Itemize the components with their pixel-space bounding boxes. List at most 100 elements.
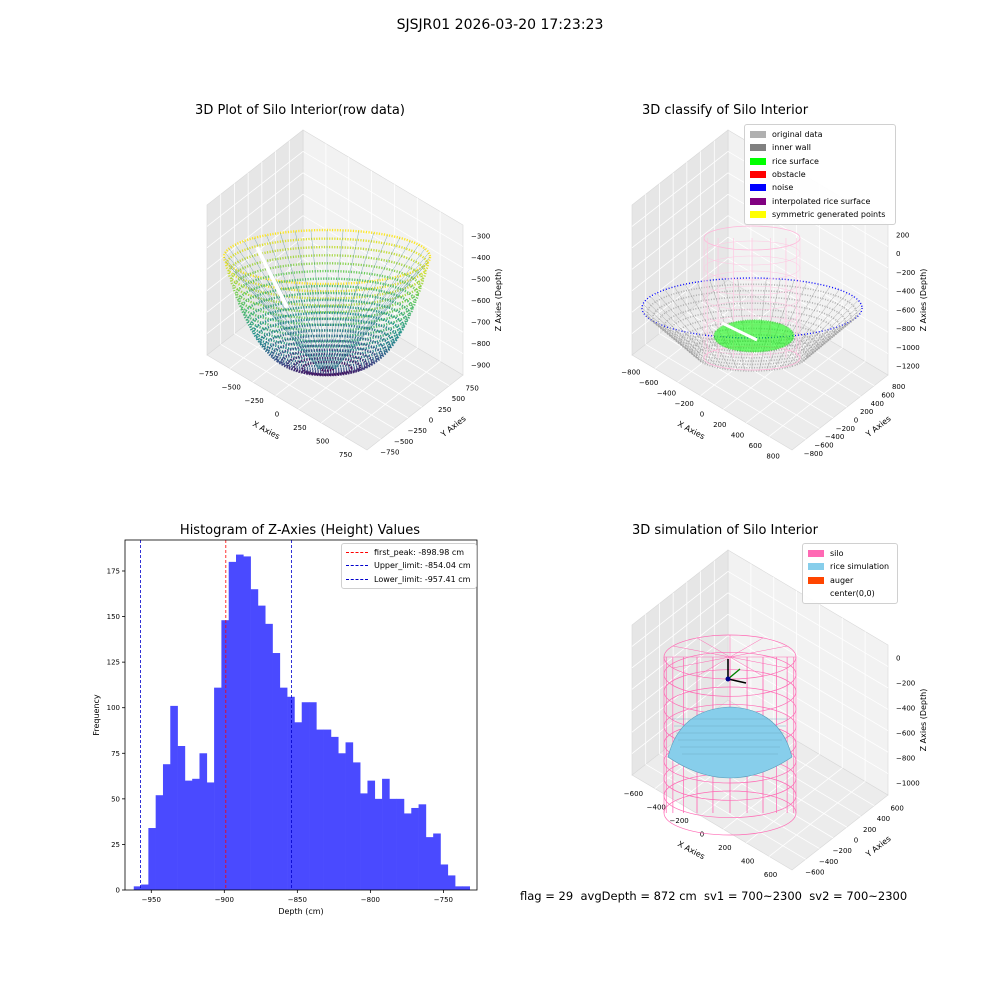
gridline — [302, 258, 464, 354]
x-axis-label: Depth (cm) — [278, 907, 323, 916]
figure-title: SJSJR01 2026-03-20 17:23:23 — [396, 17, 604, 33]
z-tick-label: −800 — [896, 325, 915, 333]
panel4-title: 3D simulation of Silo Interior — [632, 523, 818, 538]
inner-wall-line — [641, 307, 698, 357]
inner-wall-line — [684, 331, 719, 369]
silo-wire — [672, 656, 731, 669]
y-tick-label: −400 — [825, 433, 844, 441]
auger-axis — [727, 678, 747, 684]
bowl-meridian — [331, 278, 388, 370]
center-point — [725, 676, 731, 682]
legend-swatch — [808, 563, 824, 571]
legend-item-auger: auger — [808, 574, 892, 587]
z-tick-label: −300 — [471, 233, 490, 241]
x-tick-label: −200 — [670, 817, 689, 825]
bowl-meridian — [280, 232, 324, 370]
z-tick-label: −500 — [471, 276, 490, 284]
x-tick-label: 800 — [766, 453, 779, 461]
legend-swatch — [750, 171, 766, 179]
gridline — [727, 613, 889, 710]
bowl-contour — [235, 269, 419, 320]
x-tick-label: 500 — [316, 438, 329, 446]
legend-item-original: original data — [750, 128, 890, 141]
inner-wall-line — [795, 289, 840, 347]
legend-item-first-peak: first_peak: -898.98 cm — [346, 546, 472, 559]
bowl-meridian — [328, 283, 344, 370]
x-tick-label: −500 — [222, 383, 241, 391]
scan-gap — [255, 246, 289, 308]
histogram-bar — [221, 620, 230, 890]
bowl-meridian — [329, 231, 360, 370]
gridline — [206, 172, 304, 249]
histogram-bar — [236, 554, 244, 890]
y-tick-label: −800 — [804, 450, 823, 458]
x-axis-label: X Axies — [251, 419, 281, 441]
legend-swatch — [750, 197, 766, 205]
y-tick-label: 200 — [860, 408, 873, 416]
inner-wall-line — [785, 331, 820, 369]
x-tick-label: −250 — [245, 397, 264, 405]
y-tick-label: 800 — [892, 383, 905, 391]
z-axis-label: Z Axies (Depth) — [919, 689, 928, 752]
z-tick-label: 200 — [896, 231, 909, 239]
bowl-meridian — [243, 241, 321, 370]
gridline — [746, 767, 843, 844]
inner-wall-line — [802, 319, 854, 362]
z-tick-label: −600 — [896, 730, 915, 738]
y-tick-label: 75 — [111, 750, 120, 758]
y-tick-label: −600 — [814, 442, 833, 450]
histogram-bar — [206, 782, 215, 890]
inner-wall-line — [790, 329, 830, 367]
bowl-meridian — [225, 252, 320, 370]
legend-item-noise: noise — [750, 181, 890, 194]
inner-wall-line — [806, 303, 862, 355]
bowl-meridian — [228, 248, 320, 370]
y-tick-label: 0 — [854, 417, 858, 425]
z-tick-label: −400 — [896, 288, 915, 296]
gridline — [631, 592, 729, 669]
inner-wall-line — [650, 296, 702, 351]
legend-swatch — [750, 144, 766, 152]
gridline — [302, 215, 464, 312]
x-tick-label: −200 — [675, 400, 694, 408]
z-tick-label: −400 — [896, 705, 915, 713]
bowl-meridian — [235, 244, 321, 370]
histogram-bar — [250, 589, 259, 890]
histogram-bar — [425, 837, 434, 890]
gridline — [631, 172, 729, 249]
bowl-meridian — [253, 275, 322, 370]
x-tick-label: −800 — [361, 896, 380, 904]
legend-item-interpolated: interpolated rice surface — [750, 194, 890, 207]
z-tick-label: −400 — [471, 254, 490, 262]
gridline — [746, 347, 843, 424]
inner-wall-line — [664, 326, 709, 366]
histogram-bar — [389, 798, 397, 890]
histogram-bar — [294, 722, 303, 890]
y-tick-label: 100 — [107, 704, 120, 712]
inner-wall-line — [795, 326, 840, 366]
y-tick-label: −600 — [805, 869, 824, 877]
gridline — [768, 781, 866, 857]
gridline — [727, 656, 889, 753]
bowl-meridian — [266, 278, 323, 370]
gridline — [727, 592, 889, 689]
y-tick-label: 50 — [111, 795, 120, 803]
z-tick-label: −200 — [896, 269, 915, 277]
inner-wall-line — [709, 335, 732, 370]
inner-wall-line — [799, 292, 848, 349]
z-tick-label: −800 — [471, 340, 490, 348]
z-tick-label: −800 — [896, 755, 915, 763]
histogram-bar — [330, 736, 339, 890]
gridline — [206, 151, 304, 227]
histogram-legend: first_peak: -898.98 cm Upper_limit: -854… — [341, 543, 477, 589]
histogram-bar — [243, 556, 251, 890]
x-tick-label: −400 — [647, 803, 666, 811]
histogram-bar — [287, 696, 295, 890]
histogram-bar — [257, 605, 266, 890]
legend-item-inner-wall: inner wall — [750, 141, 890, 154]
histogram-bar — [396, 798, 405, 890]
legend-item-rice-surface: rice surface — [750, 155, 890, 168]
legend-item-symmetric: symmetric generated points — [750, 208, 890, 221]
y-axis-label: Y Axies — [863, 414, 892, 440]
y-tick-label: 0 — [116, 887, 120, 895]
